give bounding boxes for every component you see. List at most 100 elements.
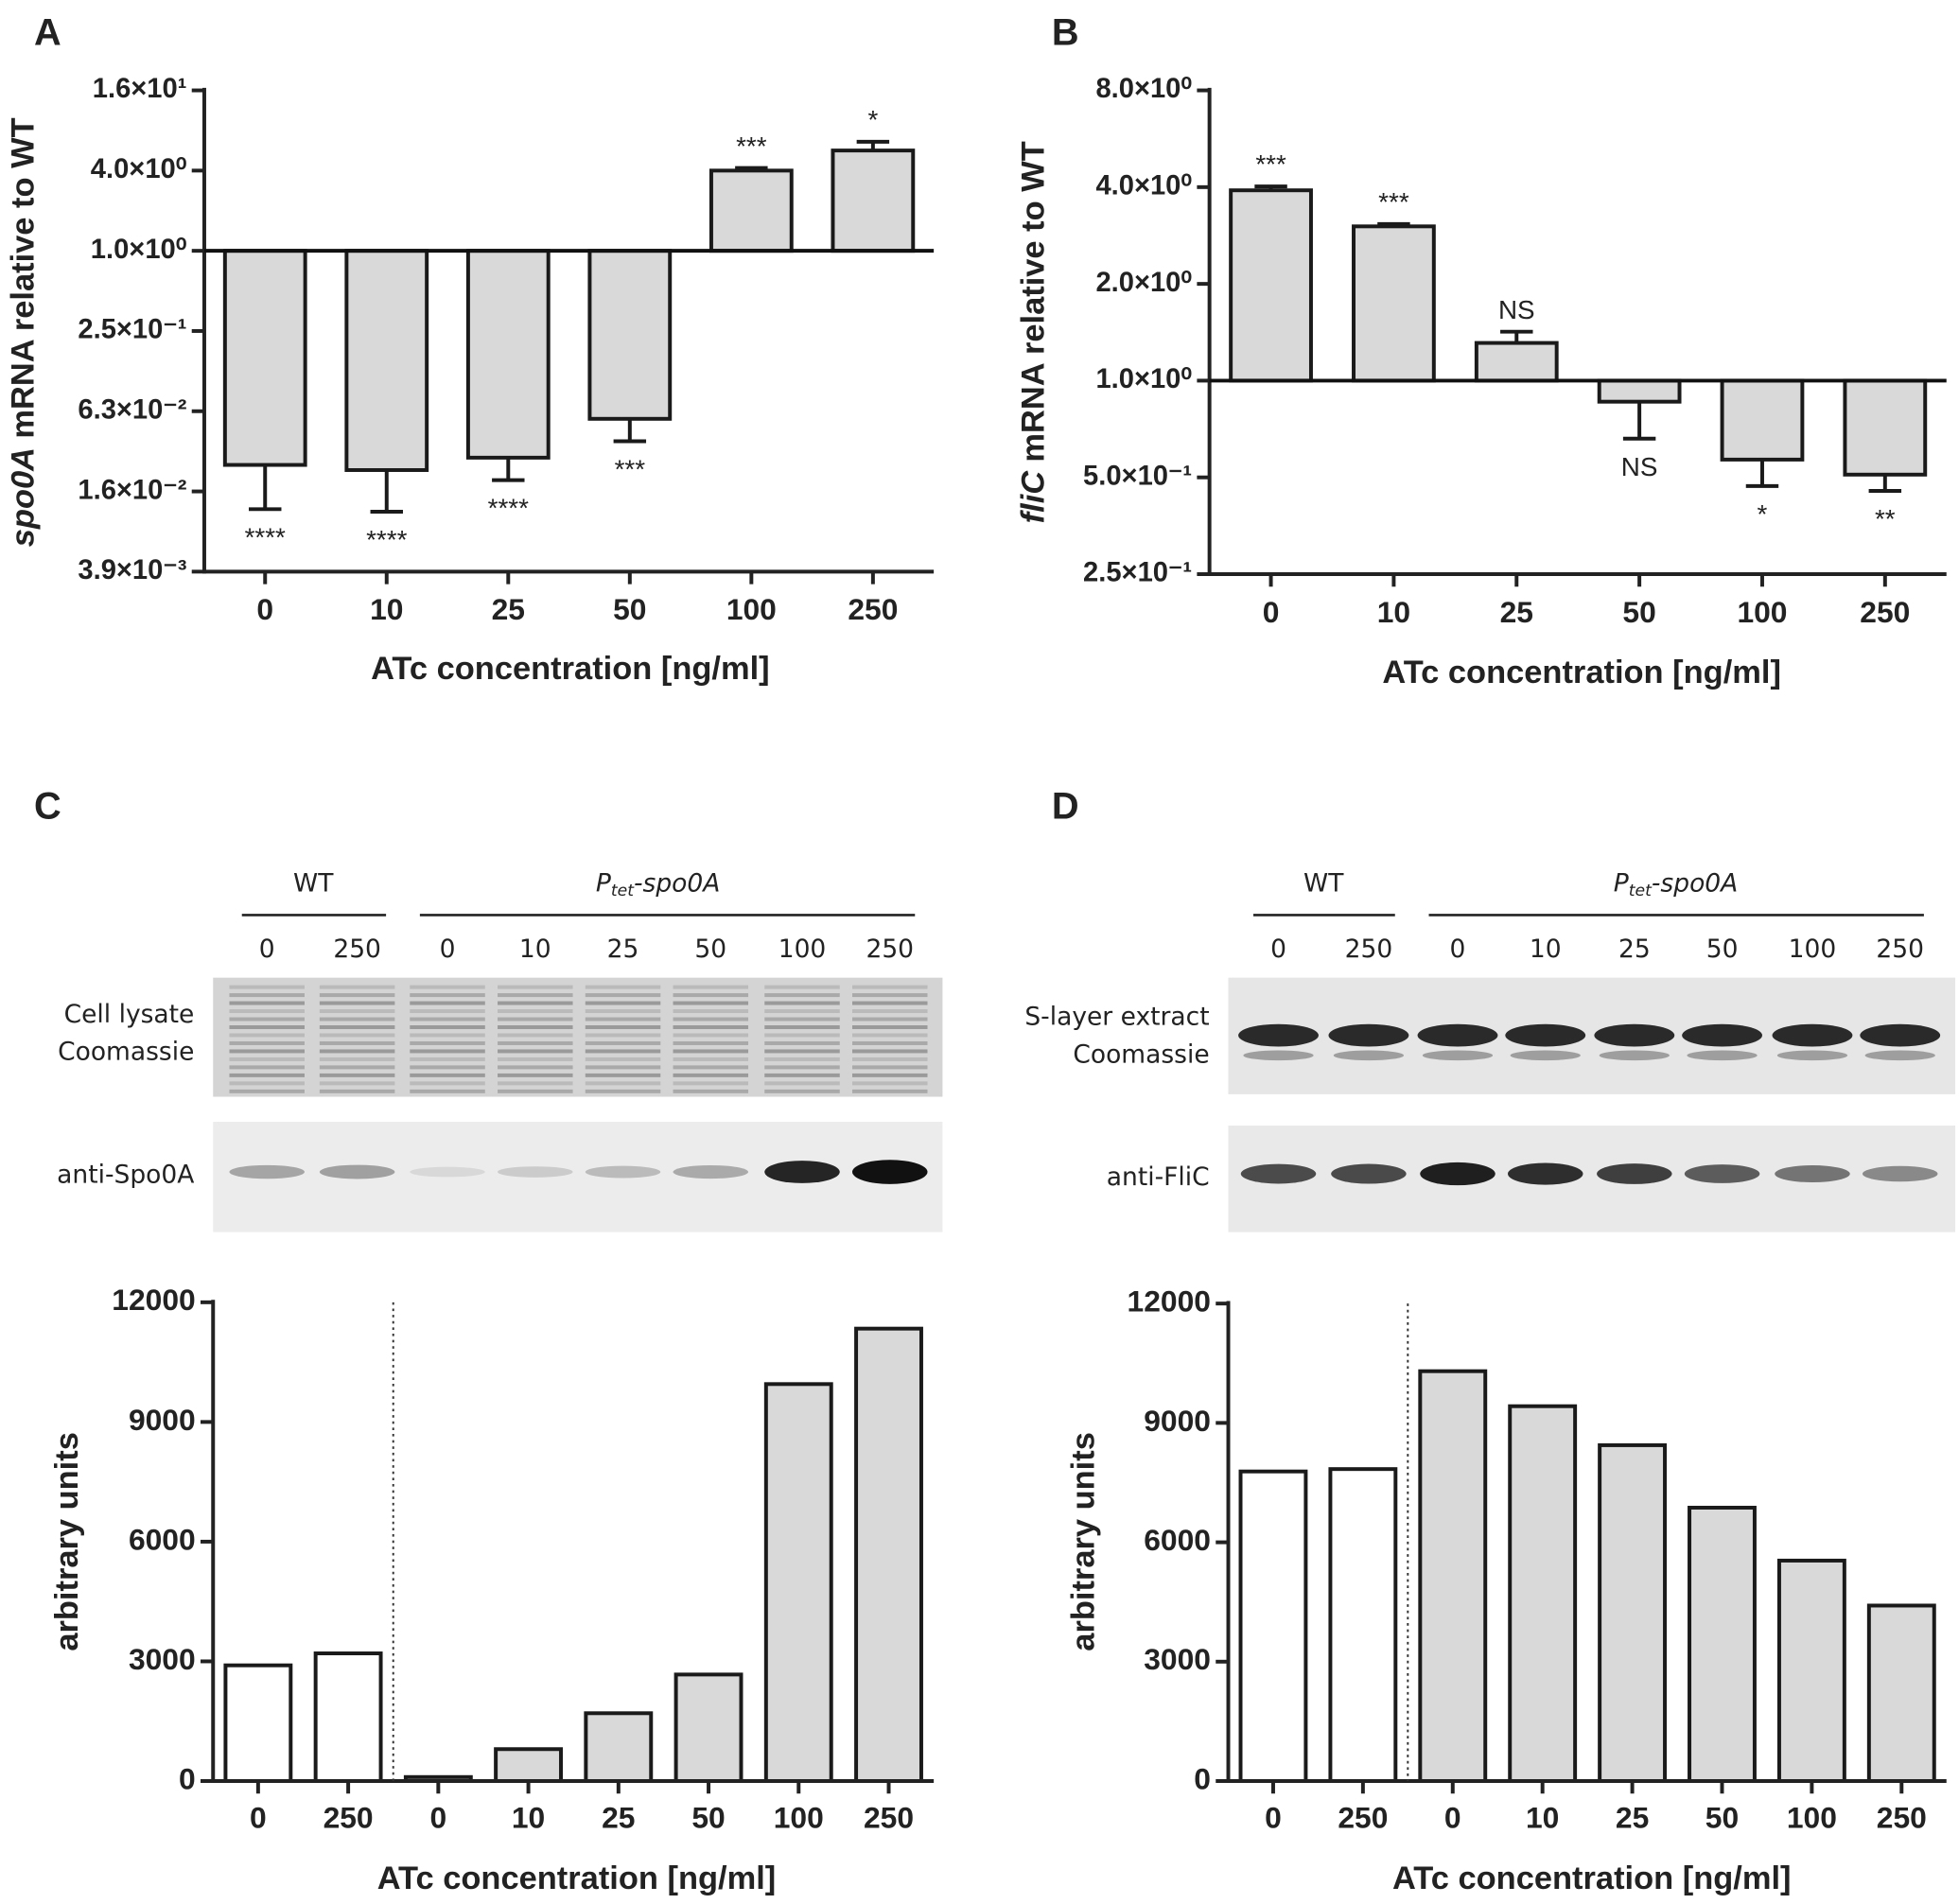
- x-tick-label: 0: [1265, 1800, 1282, 1834]
- coomassie-band: [229, 1049, 305, 1054]
- coomassie-band: [410, 1081, 485, 1086]
- significance: NS: [1498, 295, 1535, 324]
- coomassie-band: [852, 993, 928, 998]
- coomassie-band: [229, 1040, 305, 1045]
- coomassie-band: [498, 1001, 573, 1005]
- lane-label: 10: [1530, 935, 1562, 964]
- x-tick-label: 250: [324, 1800, 374, 1834]
- coomassie-band: [764, 1033, 840, 1038]
- lane-label: 0: [1270, 935, 1286, 964]
- coomassie-band: [1510, 1050, 1581, 1061]
- coomassie-band: [764, 1009, 840, 1014]
- coomassie-band: [673, 993, 749, 998]
- x-tick-label: 10: [512, 1800, 545, 1834]
- lane-label: 0: [1450, 935, 1466, 964]
- bar: [344, 249, 429, 472]
- coomassie-band: [410, 993, 485, 998]
- lane-label: 0: [440, 935, 456, 964]
- coomassie-band: [764, 993, 840, 998]
- panel-letter: A: [34, 12, 61, 54]
- error-bar: [1622, 401, 1656, 441]
- x-tick-label: 25: [1616, 1800, 1649, 1834]
- x-tick-label: 250: [848, 592, 898, 626]
- coomassie-band: [1422, 1050, 1494, 1061]
- significance: **: [1875, 504, 1896, 533]
- coomassie-band: [673, 1057, 749, 1061]
- coomassie-band: [852, 1057, 928, 1061]
- error-bar: [1254, 184, 1287, 191]
- row-label: anti-FliC: [1107, 1162, 1210, 1192]
- bar: [1776, 1558, 1846, 1783]
- bar: [708, 168, 794, 253]
- coomassie-band: [1599, 1050, 1670, 1061]
- coomassie-band: [229, 1033, 305, 1038]
- coomassie-band: [498, 1049, 573, 1054]
- bar: [494, 1747, 564, 1783]
- coomassie-band: [585, 1001, 661, 1005]
- y-tick-label: 2.5×10⁻¹: [78, 315, 186, 345]
- y-axis-label-part: mRNA relative to WT: [1016, 141, 1052, 462]
- lane-label: 250: [866, 935, 914, 964]
- coomassie-band: [1682, 1023, 1762, 1047]
- bar: [1474, 341, 1559, 383]
- lane-label: 50: [1706, 935, 1739, 964]
- group-label-part: P: [1614, 868, 1629, 898]
- coomassie-band: [498, 1057, 573, 1061]
- coomassie-band: [410, 1017, 485, 1022]
- significance: ****: [366, 525, 407, 554]
- coomassie-band: [319, 1001, 395, 1005]
- y-tick-label: 3000: [129, 1642, 196, 1676]
- lane-label: 25: [1618, 935, 1651, 964]
- coomassie-band: [229, 1089, 305, 1093]
- coomassie-band: [498, 1073, 573, 1077]
- y-tick-label: 8.0×10⁰: [1095, 74, 1192, 104]
- panel-letter: B: [1052, 12, 1079, 54]
- row-label: anti-Spo0A: [57, 1161, 194, 1190]
- y-axis-label-part: mRNA relative to WT: [6, 117, 42, 438]
- coomassie-band: [410, 1089, 485, 1093]
- coomassie-band: [1594, 1023, 1675, 1047]
- significance: ***: [1378, 187, 1409, 217]
- western-band: [1684, 1164, 1760, 1183]
- coomassie-band: [229, 1017, 305, 1022]
- coomassie-band: [1333, 1050, 1405, 1061]
- lane-label: 10: [519, 935, 551, 964]
- y-tick-label: 9000: [1144, 1404, 1211, 1438]
- bar: [223, 1663, 293, 1783]
- coomassie-band: [229, 1065, 305, 1070]
- coomassie-band: [319, 1073, 395, 1077]
- x-tick-label: 0: [429, 1800, 446, 1834]
- coomassie-band: [585, 1081, 661, 1086]
- coomassie-band: [852, 1049, 928, 1054]
- western-band: [673, 1164, 749, 1179]
- y-axis-label: spo0A mRNA relative to WT: [6, 117, 42, 547]
- bar: [465, 249, 551, 460]
- coomassie-band: [764, 1017, 840, 1022]
- bar: [1688, 1505, 1757, 1783]
- coomassie-band: [673, 1049, 749, 1054]
- lane-label: 100: [778, 935, 827, 964]
- coomassie-band: [585, 1009, 661, 1014]
- coomassie-band: [673, 1040, 749, 1045]
- bar: [1238, 1469, 1308, 1783]
- row-label: Coomassie: [1073, 1039, 1209, 1069]
- coomassie-band: [319, 993, 395, 998]
- coomassie-band: [319, 1017, 395, 1022]
- western-band: [1331, 1163, 1407, 1184]
- group-label-part: -spo0A: [634, 868, 720, 898]
- bar: [1508, 1404, 1578, 1783]
- coomassie-band: [764, 1089, 840, 1093]
- coomassie-band: [673, 1017, 749, 1022]
- coomassie-band: [319, 1057, 395, 1061]
- western-band: [229, 1164, 305, 1179]
- bar: [1352, 224, 1436, 383]
- coomassie-band: [319, 1089, 395, 1093]
- x-tick-label: 25: [602, 1800, 635, 1834]
- coomassie-band: [498, 985, 573, 989]
- error-bar: [1377, 221, 1410, 227]
- bar: [1598, 1442, 1668, 1783]
- bar: [1418, 1369, 1488, 1783]
- x-tick-label: 10: [1377, 595, 1410, 629]
- coomassie-band: [410, 1040, 485, 1045]
